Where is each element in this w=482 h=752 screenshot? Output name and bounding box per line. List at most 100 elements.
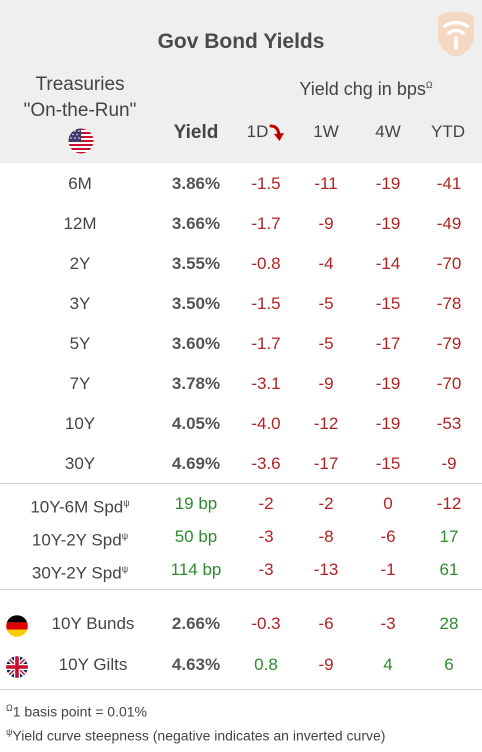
uk-flag-icon [6,656,28,678]
change-1d: -1.5 [251,294,281,313]
change-ytd: 17 [439,527,459,546]
change-ytd: -79 [436,334,462,353]
divider [0,689,482,690]
maturity-label: 5Y [69,334,91,353]
table-row-gilts: 10Y Gilts 4.63% 0.8 -9 4 6 [0,645,482,685]
bunds-1w: -6 [318,614,334,633]
period-ytd-header[interactable]: YTD [431,122,465,141]
change-ytd: -41 [436,174,462,193]
maturity-label: 2Y [69,254,91,273]
gilts-label: 10Y Gilts [58,655,128,674]
change-ytd: -53 [436,414,462,433]
change-ytd: -9 [441,454,457,473]
psi-superscript: ψ [121,531,129,541]
yield-value: 4.05% [171,414,221,433]
period-1d-header[interactable]: 1D [238,122,294,142]
psi-superscript: ψ [121,564,129,574]
yield-change-label: Yield chg in bps [299,79,426,99]
table-header: Gov Bond Yields Treasuries "On-the-Run" … [0,0,482,163]
table-row: 30Y 4.69% -3.6 -17 -15 -9 [0,444,482,484]
change-1d: -2 [258,494,274,513]
change-1w: -12 [313,414,339,433]
divider [0,589,482,590]
spread-value: 19 bp [174,494,218,513]
change-ytd: -70 [436,374,462,393]
footnote-steepness: ψYield curve steepness (negative indicat… [6,727,385,744]
arrow-down-icon [269,124,285,141]
change-ytd: -12 [436,494,462,513]
change-4w: -17 [375,334,401,353]
spread-row: 30Y-2Y Spdψ 114 bp -3 -13 -1 61 [0,553,482,586]
table-row: 10Y 4.05% -4.0 -12 -19 -53 [0,404,482,444]
table-row: 7Y 3.78% -3.1 -9 -19 -70 [0,364,482,404]
table-row: 5Y 3.60% -1.7 -5 -17 -79 [0,324,482,364]
yield-value: 3.86% [171,174,221,193]
gilts-ytd: 6 [444,655,454,674]
change-1w: -8 [318,527,334,546]
change-1w: -5 [318,294,334,313]
bunds-ytd: 28 [439,614,459,633]
yield-value: 3.55% [171,254,221,273]
gilts-1w: -9 [318,655,334,674]
yield-value: 3.60% [171,334,221,353]
footnote-basis-point-text: 1 basis point = 0.01% [12,703,147,720]
gilts-yield: 4.63% [171,655,221,674]
omega-superscript: Ω [425,80,433,90]
change-4w: -19 [375,374,401,393]
change-4w: 0 [383,494,393,513]
change-1w: -17 [313,454,339,473]
maturity-label: 30Y [64,454,96,473]
yield-change-header: Yield chg in bpsΩ [250,79,482,100]
change-1d: -3 [258,527,274,546]
logo-icon [438,12,474,57]
spread-label-text: 30Y-2Y Spd [31,563,122,583]
change-ytd: -78 [436,294,462,313]
spread-value: 114 bp [170,560,222,579]
change-4w: -14 [375,254,401,273]
period-1d-label: 1D [246,122,269,141]
on-the-run-label: "On-the-Run" [23,100,137,121]
change-ytd: 61 [439,560,459,579]
change-ytd: -70 [436,254,462,273]
period-4w-header[interactable]: 4W [375,122,401,141]
change-1w: -13 [313,560,339,579]
maturity-label: 10Y [64,414,96,433]
change-1d: -3.1 [251,374,281,393]
change-4w: -1 [380,560,396,579]
spread-label: 10Y-2Y Spdψ [0,520,160,553]
change-4w: -19 [375,214,401,233]
period-1w-header[interactable]: 1W [313,122,339,141]
divider [0,483,482,484]
gilts-1d: 0.8 [254,655,278,674]
spread-label-text: 10Y-6M Spd [30,497,124,517]
treasuries-label: Treasuries [35,74,125,95]
table-row: 6M 3.86% -1.5 -11 -19 -41 [0,164,482,204]
bunds-1d: -0.3 [251,614,281,633]
spread-row: 10Y-6M Spdψ 19 bp -2 -2 0 -12 [0,487,482,520]
change-1d: -4.0 [251,414,281,433]
change-1d: -1.7 [251,214,281,233]
change-4w: -6 [380,527,396,546]
table-row: 12M 3.66% -1.7 -9 -19 -49 [0,204,482,244]
change-1w: -9 [318,214,334,233]
germany-flag-icon [6,615,28,637]
yield-value: 3.66% [171,214,221,233]
spread-label: 30Y-2Y Spdψ [0,553,160,586]
change-1w: -2 [318,494,334,513]
maturity-label: 7Y [69,374,91,393]
bunds-yield: 2.66% [171,614,221,633]
yield-column-header: Yield [173,122,219,143]
spread-label-text: 10Y-2Y Spd [31,530,122,550]
change-4w: -19 [375,174,401,193]
psi-superscript: ψ [6,727,13,737]
maturity-label: 6M [68,174,92,193]
table-row: 2Y 3.55% -0.8 -4 -14 -70 [0,244,482,284]
yield-value: 3.78% [171,374,221,393]
table-row-bunds: 10Y Bunds 2.66% -0.3 -6 -3 28 [0,604,482,644]
psi-superscript: ψ [123,498,130,508]
change-4w: -15 [375,454,401,473]
change-1w: -4 [318,254,334,273]
us-flag-icon [68,128,94,154]
yield-value: 3.50% [171,294,221,313]
bunds-4w: -3 [380,614,396,633]
